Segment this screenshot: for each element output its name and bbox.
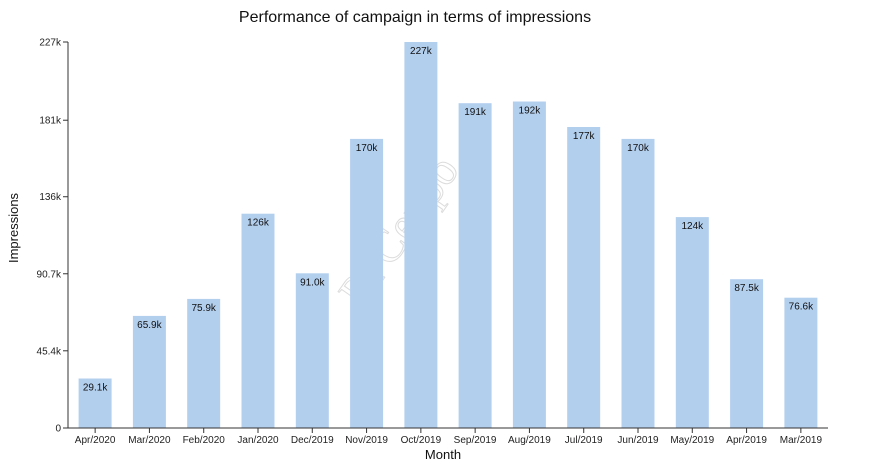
bar bbox=[187, 298, 221, 428]
x-tick-label: Mar/2020 bbox=[128, 435, 171, 446]
bar bbox=[784, 297, 818, 428]
watermark: PPCexpo bbox=[328, 146, 468, 316]
bar bbox=[730, 279, 764, 428]
x-tick-label: Aug/2019 bbox=[508, 435, 551, 446]
x-tick-label: Nov/2019 bbox=[345, 435, 388, 446]
bar bbox=[512, 101, 546, 428]
y-tick-label: 227k bbox=[39, 38, 62, 49]
data-label: 91.0k bbox=[300, 277, 325, 288]
bar bbox=[295, 273, 329, 428]
data-label: 126k bbox=[247, 218, 270, 229]
bar bbox=[78, 378, 112, 428]
x-tick-label: Jun/2019 bbox=[617, 435, 659, 446]
data-label: 76.6k bbox=[789, 302, 814, 313]
bar bbox=[241, 213, 275, 428]
data-label: 177k bbox=[573, 131, 596, 142]
y-tick-label: 136k bbox=[39, 192, 62, 203]
bar bbox=[675, 217, 709, 428]
y-tick-label: 181k bbox=[39, 116, 62, 127]
bar bbox=[350, 138, 384, 428]
bar bbox=[404, 42, 438, 428]
y-tick-label: 0 bbox=[55, 424, 61, 435]
y-tick-label: 90.7k bbox=[37, 269, 62, 280]
chart-title: Performance of campaign in terms of impr… bbox=[239, 9, 591, 26]
x-axis: Apr/2020 Mar/2020 Feb/2020 Jan/2020 Dec/2019… bbox=[68, 427, 828, 446]
data-label: 170k bbox=[356, 143, 379, 154]
x-tick-label: Dec/2019 bbox=[291, 435, 334, 446]
bars-group bbox=[78, 42, 818, 428]
y-axis-title: Impressions bbox=[6, 192, 21, 263]
y-axis: 0 45.4k 90.7k 136k 181k 227k bbox=[37, 38, 69, 435]
x-tick-label: Sep/2019 bbox=[454, 435, 497, 446]
data-label: 124k bbox=[681, 221, 704, 232]
x-tick-label: Jul/2019 bbox=[565, 435, 603, 446]
data-label: 65.9k bbox=[137, 320, 162, 331]
y-tick-label: 45.4k bbox=[37, 346, 62, 357]
x-tick-label: Apr/2020 bbox=[75, 435, 116, 446]
data-label: 227k bbox=[410, 46, 433, 57]
data-label: 87.5k bbox=[734, 283, 759, 294]
data-label: 170k bbox=[627, 143, 650, 154]
bar bbox=[458, 103, 492, 428]
x-tick-label: Feb/2020 bbox=[183, 435, 226, 446]
bar bbox=[132, 315, 166, 428]
x-tick-label: May/2019 bbox=[670, 435, 714, 446]
bar-labels-group: 29.1k 65.9k 75.9k 126k 91.0k 170k 227k 191k 192k… bbox=[83, 46, 814, 394]
bar bbox=[621, 138, 655, 428]
data-label: 75.9k bbox=[191, 303, 216, 314]
x-tick-label: Mar/2019 bbox=[780, 435, 823, 446]
data-label: 192k bbox=[519, 106, 542, 117]
data-label: 29.1k bbox=[83, 383, 108, 394]
x-tick-label: Apr/2019 bbox=[726, 435, 767, 446]
x-tick-label: Oct/2019 bbox=[401, 435, 442, 446]
bar bbox=[567, 127, 601, 428]
x-axis-title: Month bbox=[425, 447, 461, 462]
x-tick-label: Jan/2020 bbox=[237, 435, 279, 446]
data-label: 191k bbox=[464, 107, 487, 118]
